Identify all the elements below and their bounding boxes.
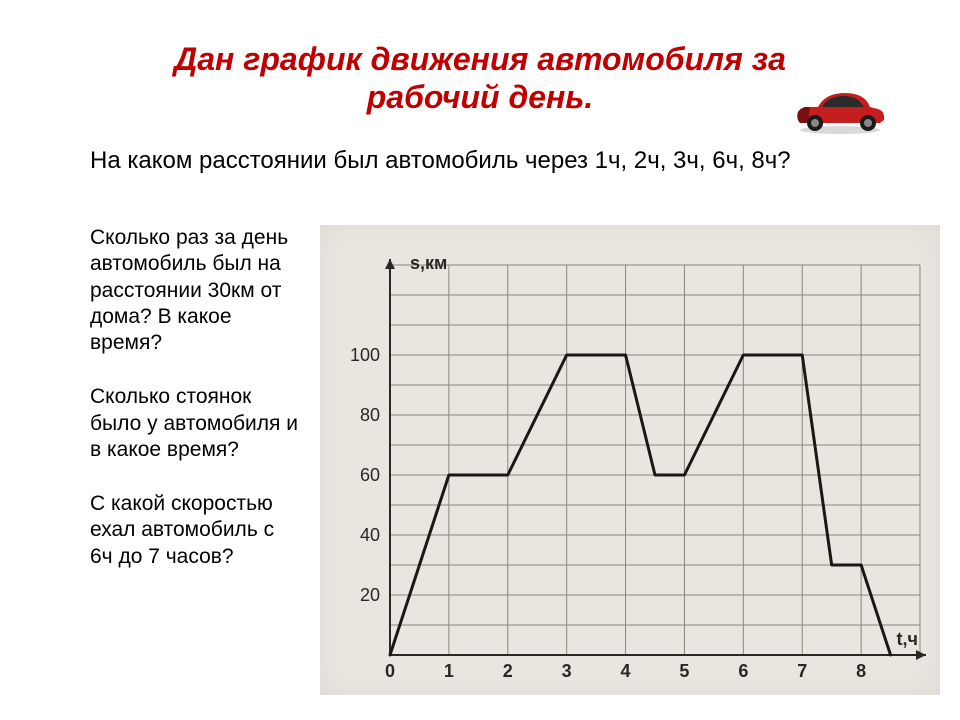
distance-chart: 0 1 2 3 4 5 6 7 8 20 40 60 80 100 s,км t,ч — [320, 225, 940, 695]
title-line-1: Дан график движения автомобиля за — [174, 41, 786, 77]
side-question-2: Сколько стоянок было у автомобиля и в ка… — [90, 384, 300, 463]
svg-text:7: 7 — [797, 661, 807, 681]
svg-text:8: 8 — [856, 661, 866, 681]
svg-text:6: 6 — [738, 661, 748, 681]
svg-text:5: 5 — [679, 661, 689, 681]
svg-text:40: 40 — [360, 525, 380, 545]
svg-text:4: 4 — [621, 661, 631, 681]
svg-text:100: 100 — [350, 345, 380, 365]
svg-text:2: 2 — [503, 661, 513, 681]
svg-text:3: 3 — [562, 661, 572, 681]
svg-text:1: 1 — [444, 661, 454, 681]
side-question-1: Сколько раз за день автомобиль был на ра… — [90, 225, 300, 356]
svg-text:t,ч: t,ч — [897, 629, 918, 649]
side-questions: Сколько раз за день автомобиль был на ра… — [90, 225, 300, 598]
svg-text:20: 20 — [360, 585, 380, 605]
svg-text:60: 60 — [360, 465, 380, 485]
svg-text:80: 80 — [360, 405, 380, 425]
svg-text:s,км: s,км — [410, 253, 447, 273]
car-illustration — [790, 85, 890, 140]
title-line-2: рабочий день. — [367, 79, 594, 115]
svg-text:0: 0 — [385, 661, 395, 681]
side-question-3: С какой скоростью ехал автомобиль с 6ч д… — [90, 491, 300, 570]
